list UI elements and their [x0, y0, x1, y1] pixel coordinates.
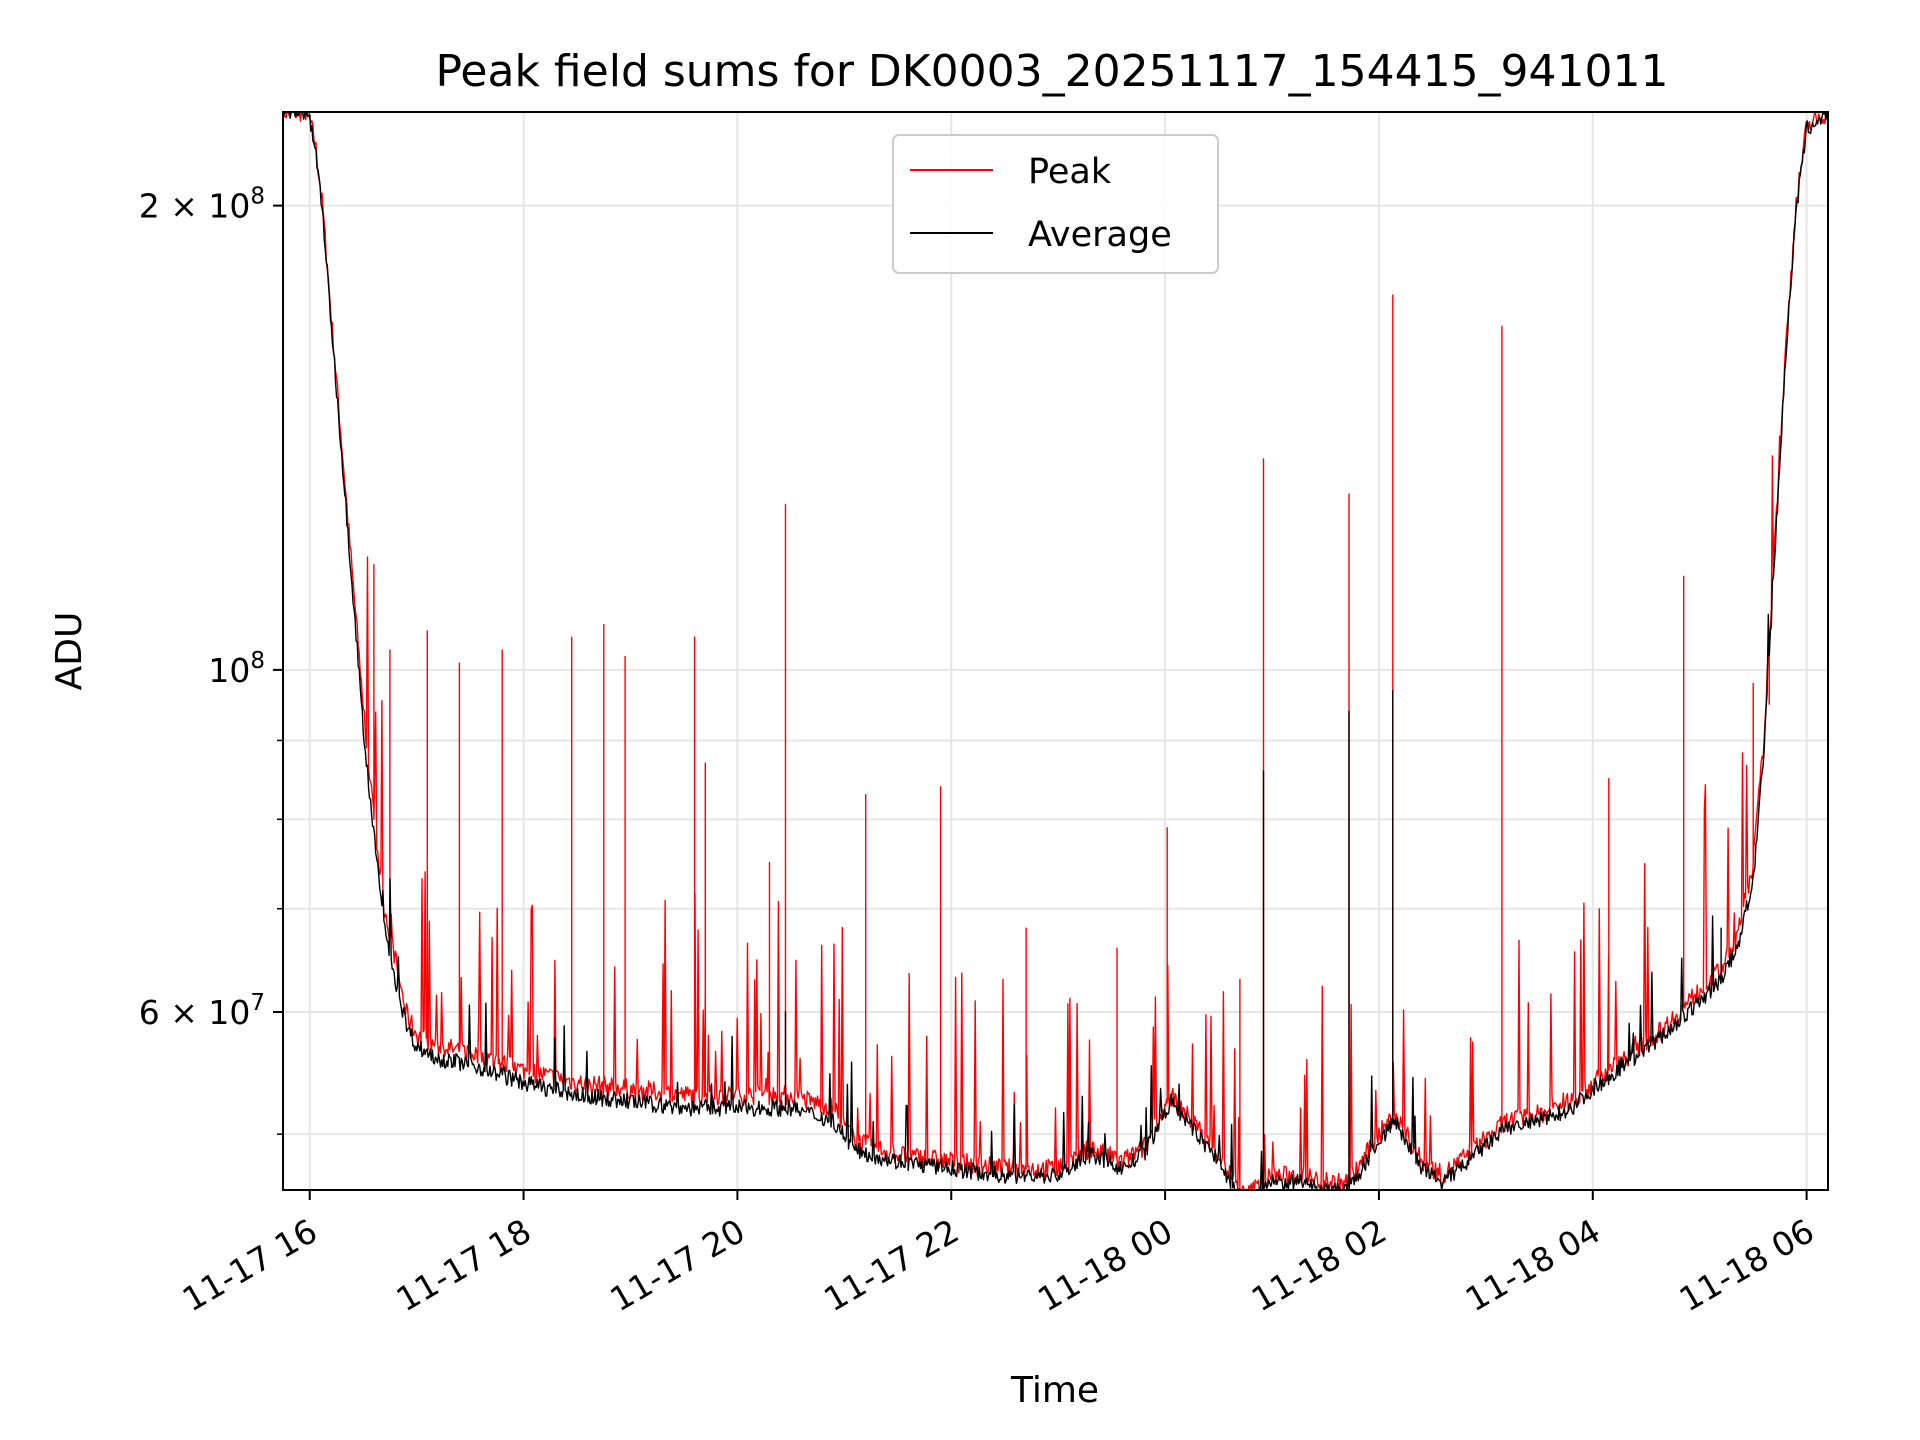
legend-average-label: Average	[1028, 215, 1172, 255]
series-line-peak	[282, 111, 1829, 1191]
legend: Peak Average	[892, 134, 1219, 274]
x-tick-label-6: 11-18 04	[1459, 1211, 1607, 1319]
grid-lines	[283, 112, 1828, 1190]
x-tick-label-1: 11-17 18	[390, 1211, 538, 1319]
plot-frame	[282, 111, 1829, 1191]
x-tick-label-2: 11-17 20	[603, 1211, 751, 1319]
legend-peak-label: Peak	[1028, 152, 1112, 192]
series-lines	[282, 111, 1829, 1191]
x-tick-label-0: 11-17 16	[176, 1211, 324, 1319]
chart-title: Peak field sums for DK0003_20251117_1544…	[435, 46, 1668, 97]
y-axis-label: ADU	[49, 612, 90, 691]
y-tick-label-2: 6 × 107	[139, 990, 265, 1032]
x-tick-label-7: 11-18 06	[1673, 1211, 1821, 1319]
y-tick-label-1: 108	[208, 648, 265, 690]
x-axis-ticks: 11-17 16 11-17 18 11-17 20 11-17 22 11-18 00…	[176, 1190, 1821, 1319]
x-tick-label-5: 11-18 02	[1245, 1211, 1393, 1319]
series-line-average	[282, 111, 1828, 1191]
y-axis-ticks: 2 × 108 108 6 × 107	[139, 184, 283, 1135]
x-axis-label: Time	[1010, 1370, 1099, 1411]
x-tick-label-3: 11-17 22	[817, 1211, 965, 1319]
y-tick-label-0: 2 × 108	[139, 184, 265, 226]
x-tick-label-4: 11-18 00	[1031, 1211, 1179, 1319]
